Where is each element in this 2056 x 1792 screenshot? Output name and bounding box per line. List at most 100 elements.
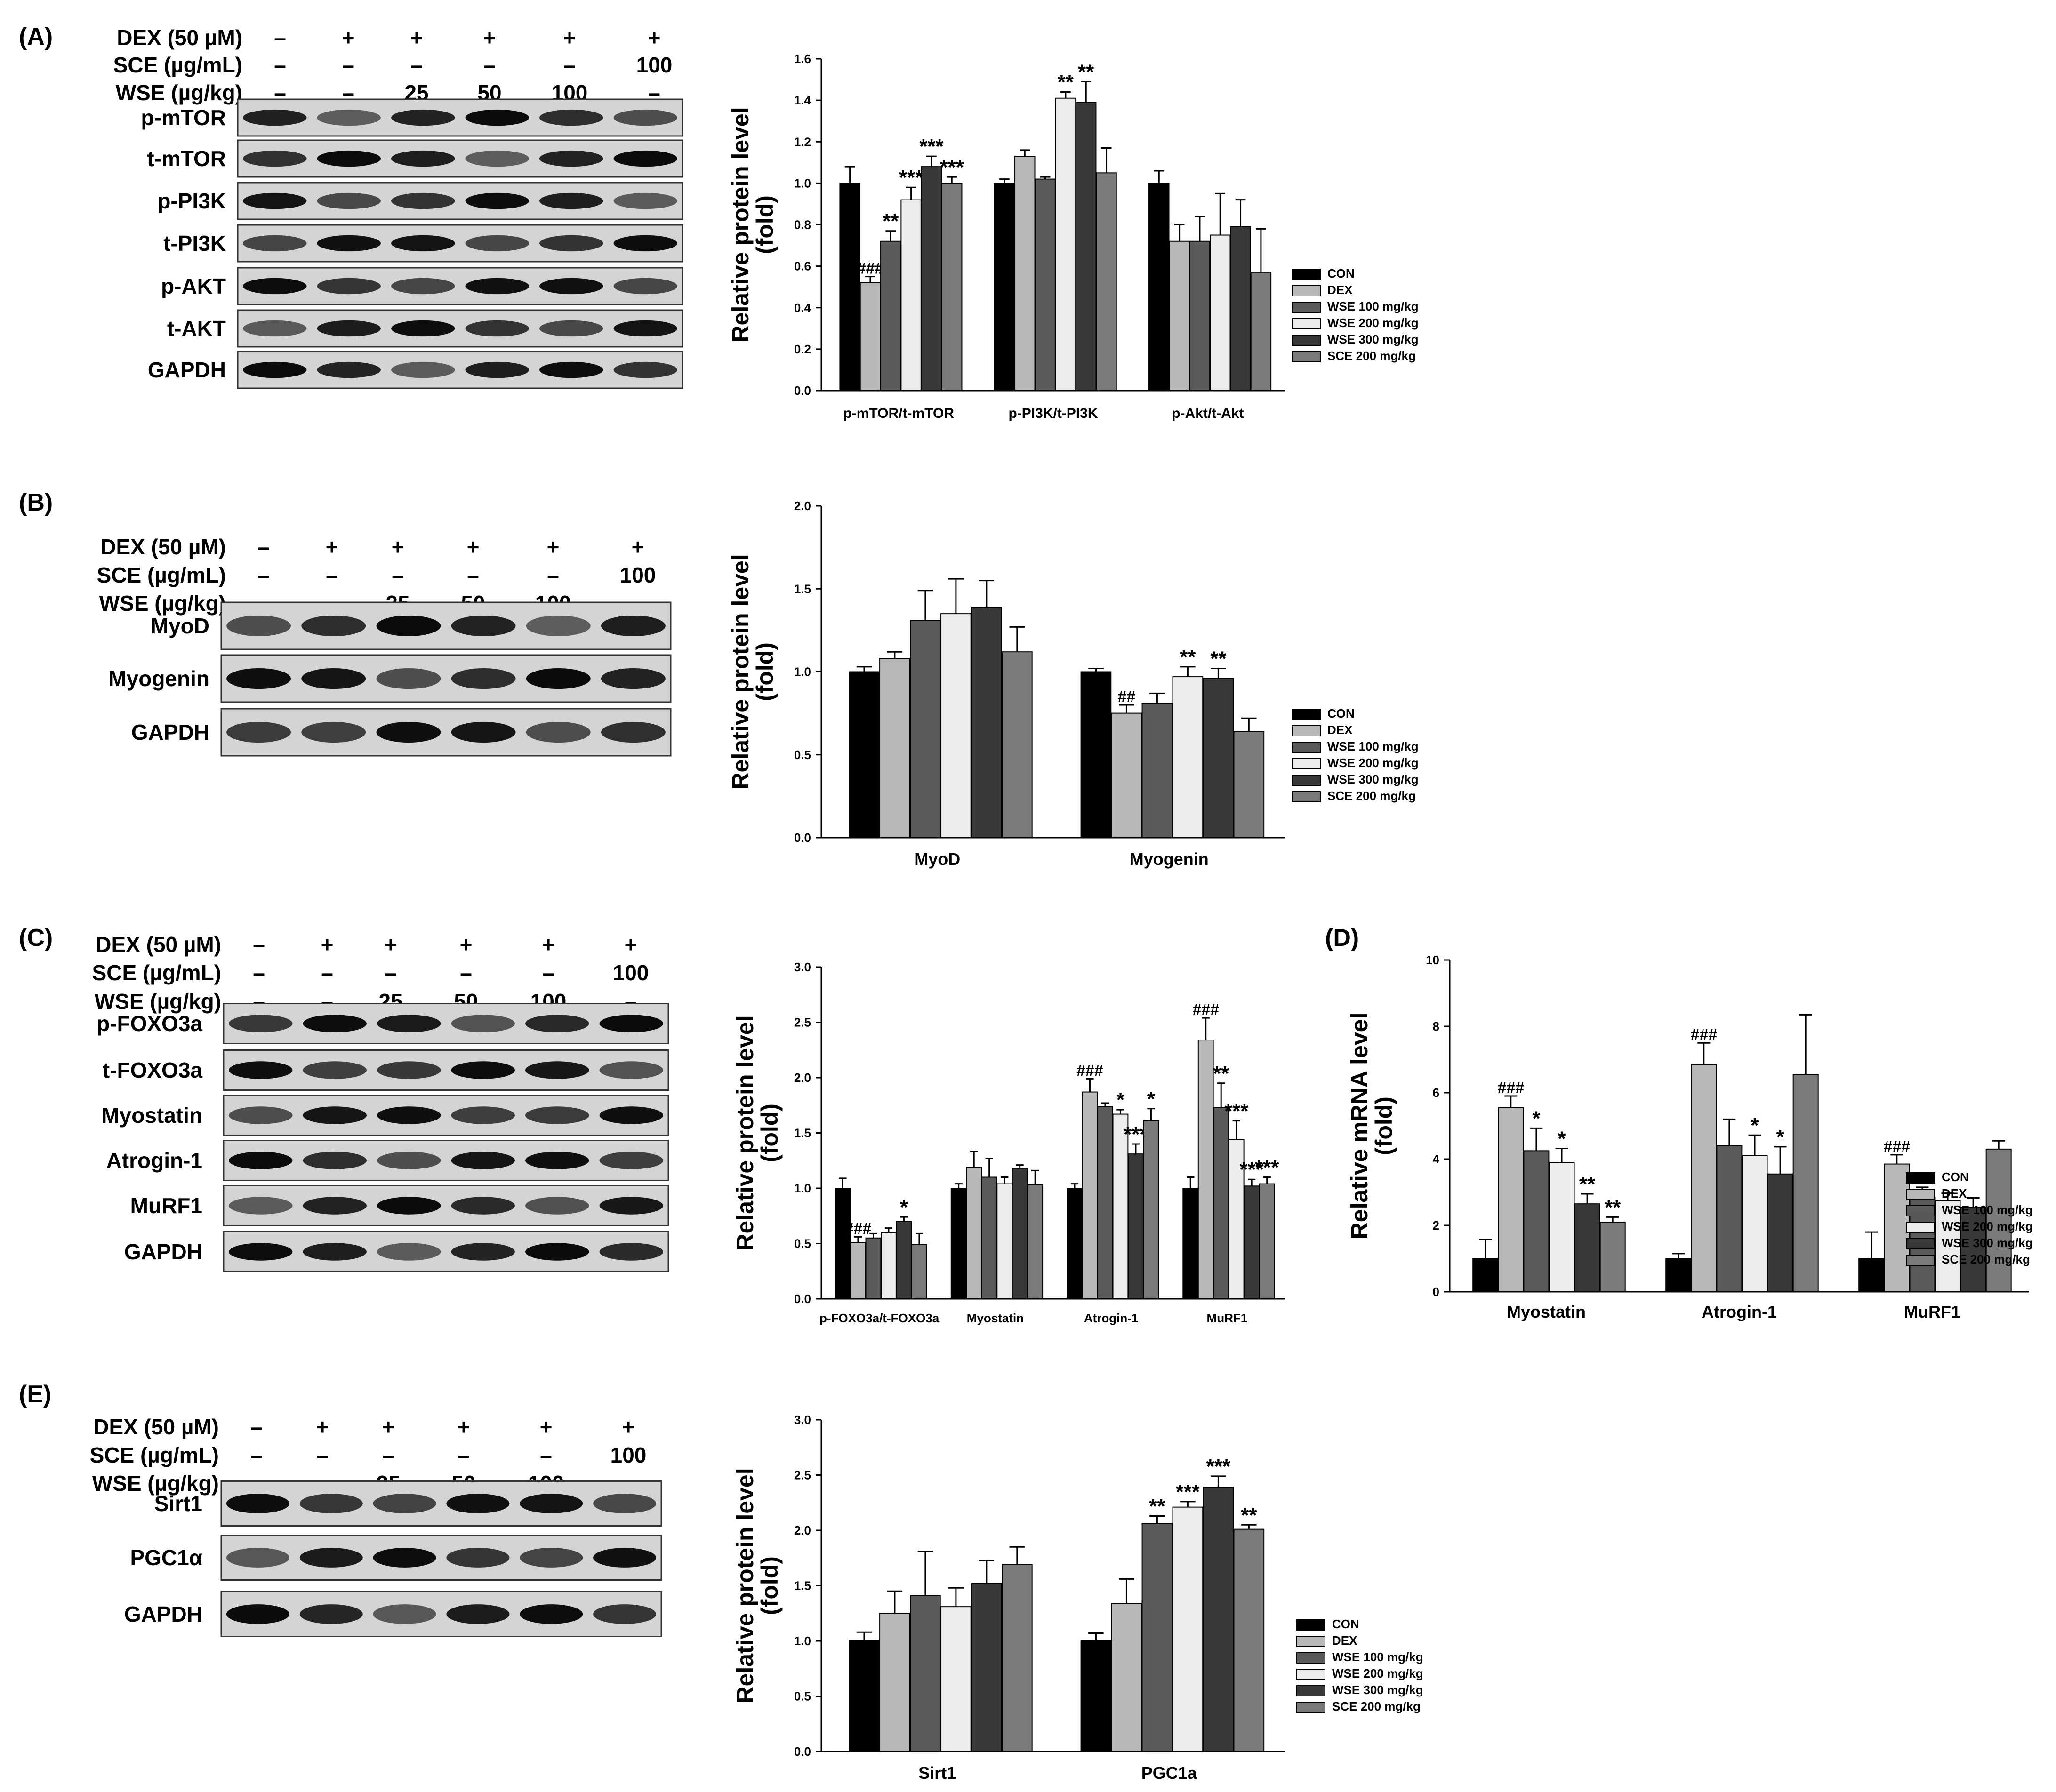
blot-band bbox=[539, 320, 603, 337]
y-tick-label: 1.5 bbox=[794, 582, 811, 596]
bar bbox=[971, 607, 1002, 839]
bar bbox=[1742, 1155, 1768, 1292]
significance-mark: *** bbox=[1176, 1480, 1200, 1504]
blot-band bbox=[525, 1061, 589, 1079]
bar bbox=[1111, 1603, 1142, 1752]
blot-band bbox=[465, 235, 529, 252]
treatment-label: DEX (50 µM) bbox=[93, 1415, 219, 1439]
bar bbox=[1691, 1064, 1717, 1292]
blot-band bbox=[613, 320, 677, 337]
y-tick-label: 0.5 bbox=[794, 1237, 811, 1251]
y-tick-label: 2 bbox=[1433, 1218, 1439, 1232]
y-tick-label: 2.0 bbox=[794, 1523, 811, 1537]
bar bbox=[940, 613, 972, 838]
treatment-value: 100 bbox=[620, 563, 656, 587]
y-tick-label: 1.0 bbox=[794, 665, 811, 679]
y-tick-label: 1.5 bbox=[794, 1126, 811, 1140]
blot-strip bbox=[220, 601, 672, 650]
legend-swatch bbox=[1906, 1255, 1935, 1266]
legend-label: SCE 200 mg/kg bbox=[1327, 789, 1416, 803]
blot-band bbox=[539, 361, 603, 378]
treatment-value: + bbox=[563, 25, 576, 50]
y-tick-label: 1.6 bbox=[794, 52, 811, 66]
blot-band bbox=[226, 668, 291, 689]
blot-band bbox=[377, 1061, 441, 1079]
category-label: Myogenin bbox=[1130, 849, 1209, 869]
bar bbox=[849, 1640, 880, 1752]
bar bbox=[1148, 183, 1170, 391]
panel-3: (D) bbox=[1325, 924, 1359, 952]
category-label: Atrogin-1 bbox=[1702, 1302, 1777, 1321]
blot-band bbox=[317, 192, 381, 209]
blot-band bbox=[601, 668, 666, 689]
blot-band bbox=[376, 616, 441, 636]
legend-swatch bbox=[1296, 1685, 1325, 1696]
blot-strip bbox=[223, 1095, 669, 1136]
legend-swatch bbox=[1906, 1189, 1935, 1200]
significance-mark: ** bbox=[1605, 1196, 1621, 1219]
blot-band bbox=[303, 1152, 367, 1169]
y-tick-label: 2.0 bbox=[794, 499, 811, 513]
blot-band bbox=[451, 1106, 515, 1124]
blot-band bbox=[299, 1548, 363, 1568]
category-label: PGC1a bbox=[1141, 1763, 1197, 1783]
treatment-value: – bbox=[483, 53, 496, 77]
significance-mark: * bbox=[1558, 1127, 1566, 1150]
blot-band bbox=[373, 1604, 436, 1624]
treatment-label: WSE (µg/kg) bbox=[99, 591, 226, 616]
bar bbox=[1210, 234, 1231, 391]
blot-band bbox=[301, 722, 366, 743]
blot-label: GAPDH bbox=[124, 1602, 202, 1626]
legend-label: WSE 200 mg/kg bbox=[1332, 1666, 1423, 1680]
bar bbox=[1141, 703, 1173, 838]
blot-band bbox=[229, 1197, 293, 1215]
bar bbox=[966, 1167, 982, 1300]
treatment-value: – bbox=[563, 53, 576, 77]
blot-label: PGC1α bbox=[130, 1545, 202, 1570]
blot-strip bbox=[237, 98, 683, 137]
bar bbox=[1599, 1221, 1626, 1292]
blot-band bbox=[525, 1152, 589, 1169]
blot-band bbox=[526, 722, 591, 743]
blot-band bbox=[229, 1061, 293, 1079]
bar bbox=[1960, 1207, 1986, 1293]
blot-band bbox=[317, 361, 381, 378]
blot-strip bbox=[223, 1049, 669, 1091]
y-tick-label: 2.5 bbox=[794, 1016, 811, 1030]
bar bbox=[1097, 1106, 1113, 1300]
treatment-value: – bbox=[547, 563, 559, 587]
bar bbox=[1172, 676, 1204, 838]
significance-mark: ### bbox=[845, 1220, 872, 1238]
blot-band bbox=[451, 1061, 515, 1079]
panel-1: (B) DEX (50 µM) – + + + + + SCE (µg/mL) – – – – – 100 W… bbox=[19, 489, 672, 757]
treatment-value: + bbox=[467, 535, 480, 559]
significance-mark: ** bbox=[1579, 1173, 1596, 1196]
legend-label: WSE 100 mg/kg bbox=[1327, 739, 1419, 753]
blot-band bbox=[465, 150, 529, 167]
legend-swatch bbox=[1292, 302, 1321, 313]
legend-swatch bbox=[1292, 725, 1321, 736]
bar bbox=[1250, 272, 1272, 391]
blot-band bbox=[525, 1106, 589, 1124]
blot-band bbox=[243, 235, 307, 252]
bar bbox=[1080, 671, 1112, 838]
treatment-value: + bbox=[547, 535, 560, 559]
blot-band bbox=[465, 109, 529, 126]
bar bbox=[1574, 1203, 1600, 1293]
blot-band bbox=[599, 1152, 663, 1169]
blot-band bbox=[451, 668, 516, 689]
legend-label: WSE 300 mg/kg bbox=[1327, 772, 1419, 786]
blot-strip bbox=[223, 1140, 669, 1181]
blot-band bbox=[465, 320, 529, 337]
blot-strip bbox=[223, 1231, 669, 1272]
legend-label: WSE 100 mg/kg bbox=[1327, 299, 1419, 313]
legend: CON DEX WSE 100 mg/kg WSE 200 mg/kg WSE 300 … bbox=[1292, 706, 1419, 803]
blot-label: t-FOXO3a bbox=[103, 1058, 203, 1082]
treatment-value: – bbox=[467, 563, 479, 587]
treatment-value: – bbox=[382, 1443, 394, 1467]
treatment-value: + bbox=[542, 932, 555, 957]
blot-strip bbox=[237, 139, 683, 178]
blot-band bbox=[599, 1106, 663, 1124]
